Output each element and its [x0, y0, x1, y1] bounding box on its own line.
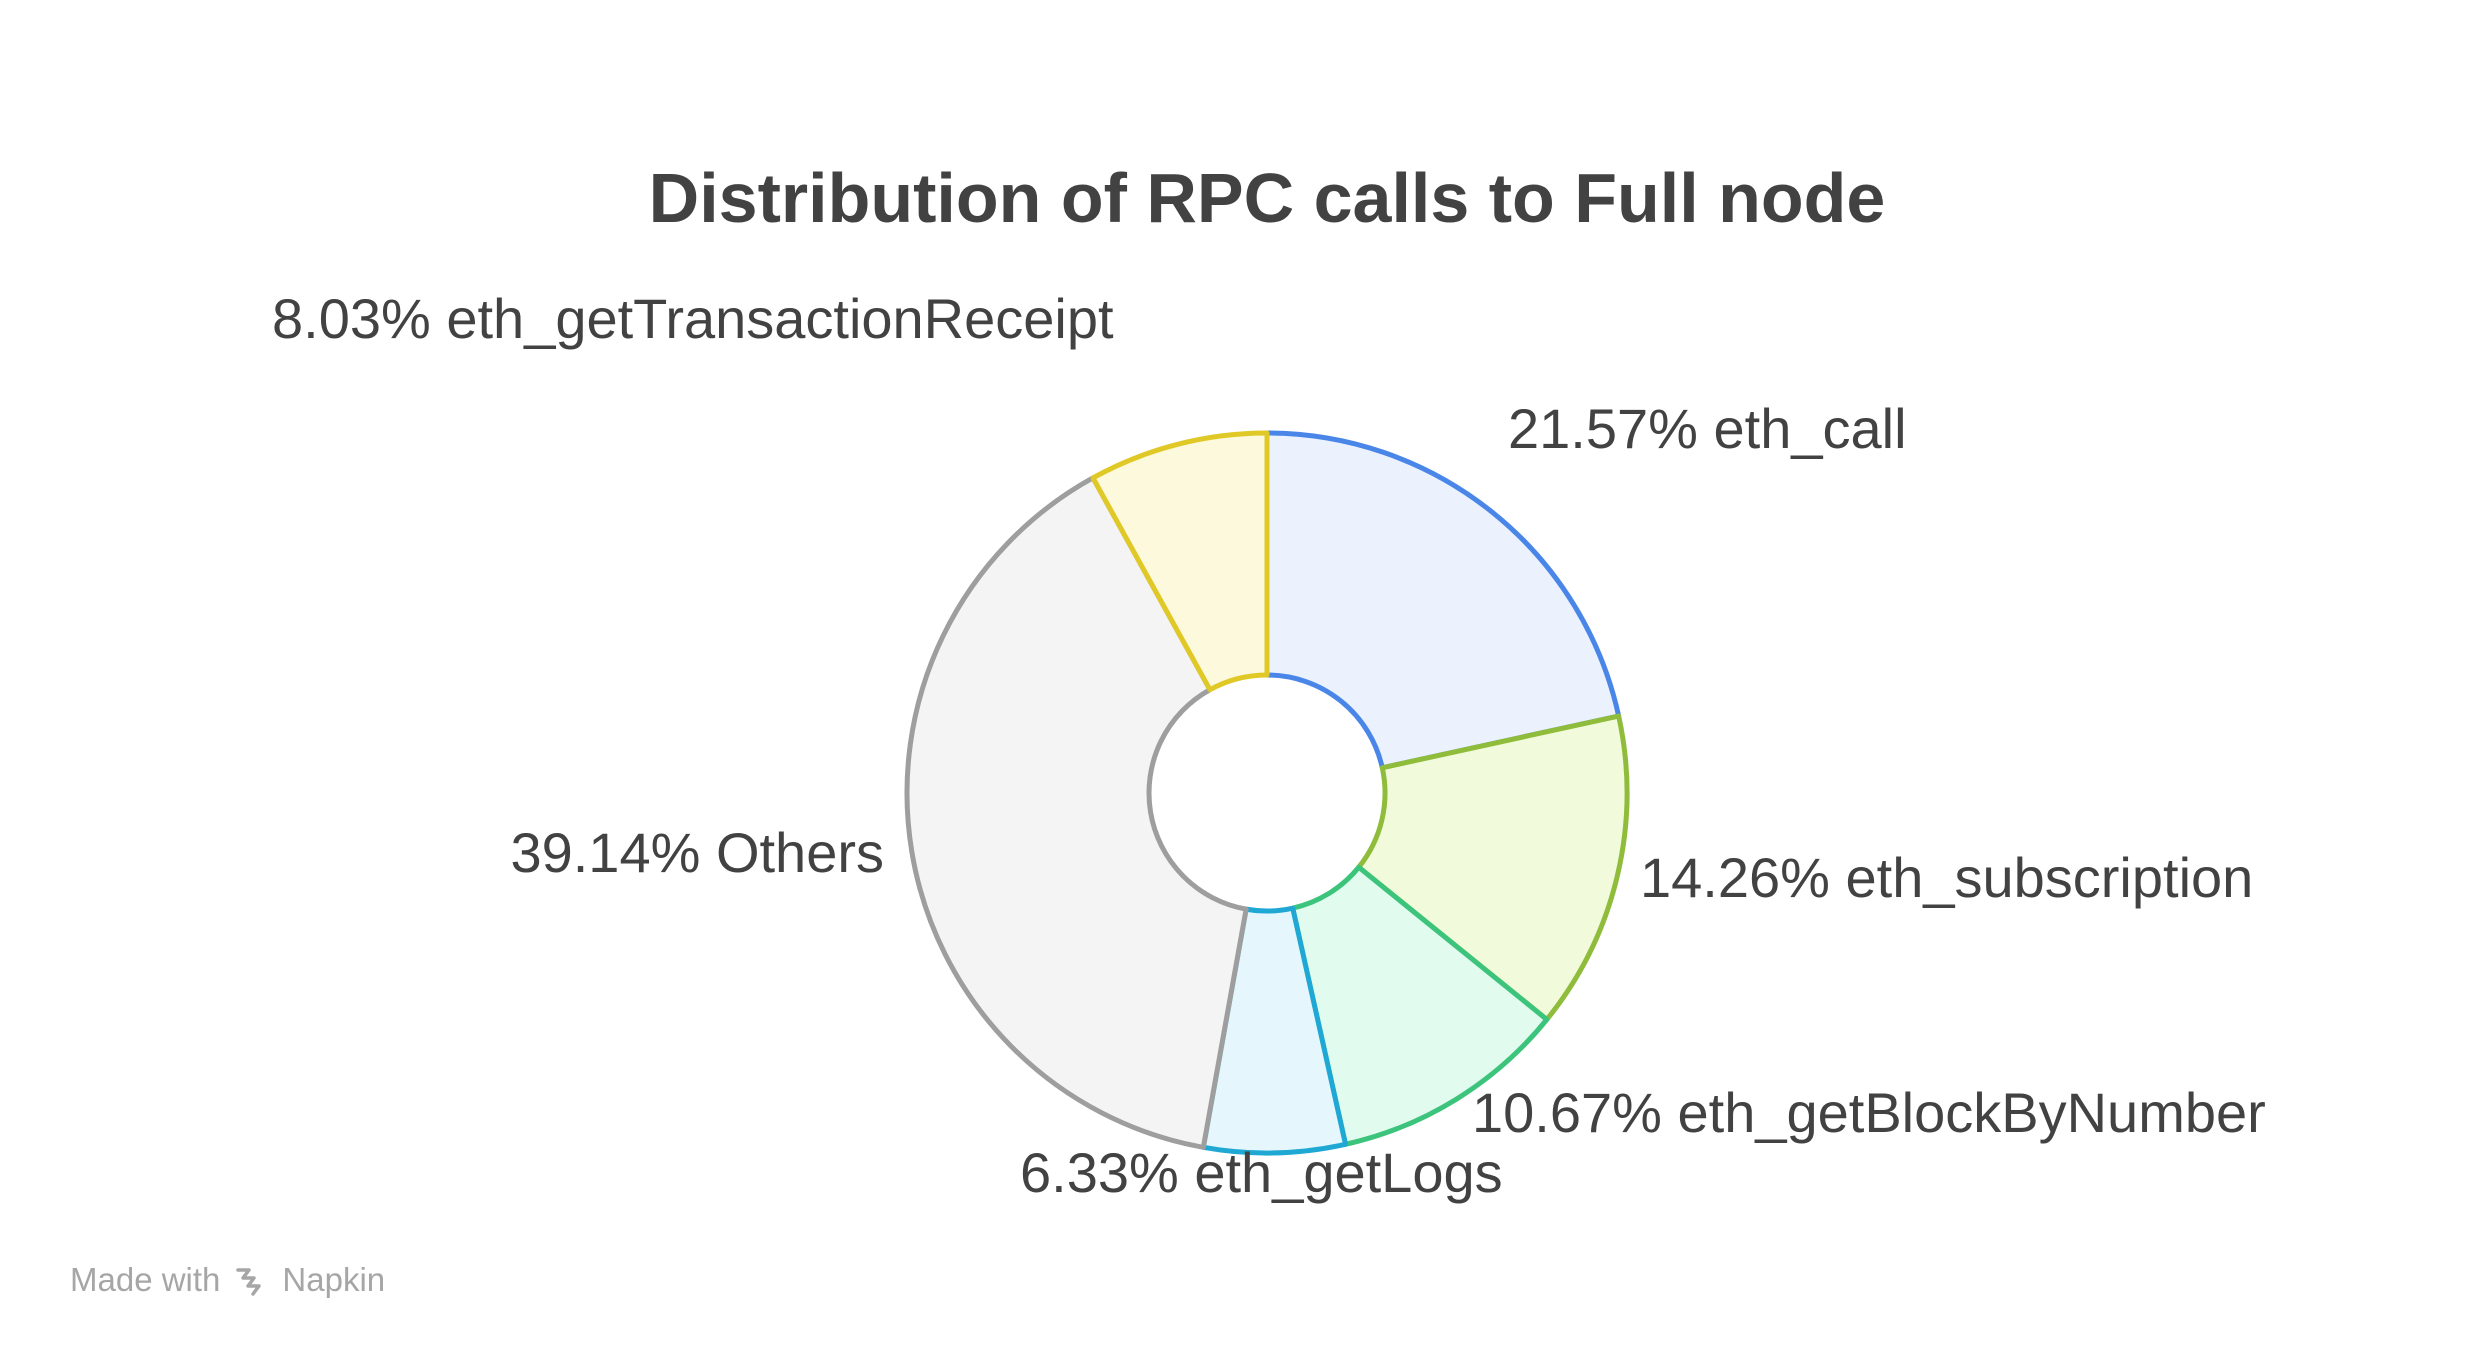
slice-label-others: 39.14% Others	[510, 821, 884, 884]
pie-slice-eth-getblockbynumber	[1290, 864, 1550, 1147]
napkin-brand-text: Napkin	[282, 1261, 386, 1298]
pie-slice-eth-call	[1264, 430, 1622, 771]
napkin-logo-icon	[236, 1268, 262, 1296]
slice-label-eth-call: 21.57% eth_call	[1508, 397, 1907, 460]
pie-slice-others	[904, 475, 1249, 1150]
slice-label-eth-getlogs: 6.33% eth_getLogs	[1020, 1141, 1503, 1204]
slice-label-eth-gettransactionreceipt: 8.03% eth_getTransactionReceipt	[272, 287, 1114, 350]
chart-title: Distribution of RPC calls to Full node	[649, 159, 1886, 237]
slice-label-eth-subscription: 14.26% eth_subscription	[1640, 846, 2253, 909]
pie-slice-eth-subscription	[1356, 713, 1630, 1022]
made-with-text: Made with	[70, 1261, 221, 1298]
pie-slice-eth-gettransactionreceipt	[1090, 430, 1270, 693]
made-with-napkin-watermark: Made with Napkin	[70, 1258, 385, 1302]
slice-labels: 21.57% eth_call 14.26% eth_subscription 10…	[272, 287, 2266, 1204]
pie-slices	[904, 430, 1630, 1156]
slice-label-eth-getblockbynumber: 10.67% eth_getBlockByNumber	[1472, 1081, 2266, 1144]
